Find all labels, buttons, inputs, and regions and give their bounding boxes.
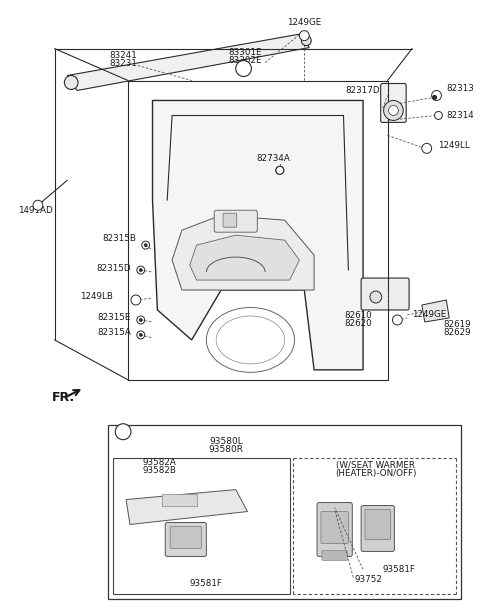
FancyBboxPatch shape: [361, 278, 409, 310]
Circle shape: [276, 166, 284, 174]
Text: 1249LL: 1249LL: [439, 141, 470, 150]
Text: 82315D: 82315D: [96, 264, 131, 273]
Text: 1491AD: 1491AD: [18, 206, 53, 215]
Circle shape: [144, 244, 147, 247]
Circle shape: [115, 424, 131, 440]
Text: 93581F: 93581F: [383, 565, 416, 574]
Circle shape: [139, 269, 142, 272]
Text: 82610: 82610: [344, 311, 372, 320]
Polygon shape: [153, 100, 363, 370]
Polygon shape: [190, 235, 300, 280]
Text: 83301E: 83301E: [229, 48, 262, 57]
Text: 82313: 82313: [446, 84, 474, 93]
FancyBboxPatch shape: [223, 213, 237, 227]
FancyBboxPatch shape: [214, 210, 257, 232]
Text: 83302E: 83302E: [229, 56, 262, 65]
Text: a: a: [241, 64, 246, 73]
Text: (HEATER)-ON/OFF): (HEATER)-ON/OFF): [335, 469, 417, 478]
Text: FR.: FR.: [52, 392, 75, 404]
FancyBboxPatch shape: [381, 83, 406, 122]
Bar: [108, 424, 461, 599]
Polygon shape: [67, 33, 309, 91]
Text: 93580R: 93580R: [208, 445, 243, 454]
Circle shape: [434, 111, 443, 119]
Circle shape: [432, 91, 442, 100]
Text: 82629: 82629: [444, 328, 471, 337]
Circle shape: [33, 200, 43, 210]
Text: 82620: 82620: [344, 320, 372, 328]
FancyBboxPatch shape: [361, 505, 395, 551]
FancyBboxPatch shape: [321, 512, 348, 543]
Text: 1249GE: 1249GE: [412, 311, 446, 320]
Text: 1249LB: 1249LB: [81, 292, 113, 300]
FancyBboxPatch shape: [322, 551, 348, 560]
Circle shape: [301, 35, 311, 46]
Circle shape: [388, 105, 398, 116]
Text: (W/SEAT WARMER: (W/SEAT WARMER: [336, 461, 415, 470]
Polygon shape: [126, 490, 248, 524]
Circle shape: [393, 315, 402, 325]
Circle shape: [422, 143, 432, 153]
Circle shape: [384, 100, 403, 121]
Text: 83231: 83231: [109, 59, 137, 68]
Text: 82619: 82619: [444, 320, 471, 329]
Text: 82314: 82314: [446, 111, 474, 120]
Text: a: a: [120, 427, 126, 436]
Circle shape: [236, 60, 252, 77]
Text: 83241: 83241: [109, 51, 137, 60]
Text: 1249GE: 1249GE: [287, 18, 322, 27]
FancyBboxPatch shape: [170, 527, 202, 549]
Text: 82317D: 82317D: [346, 86, 380, 95]
Text: 93752: 93752: [354, 575, 382, 584]
Circle shape: [131, 295, 141, 305]
Circle shape: [64, 76, 78, 90]
FancyBboxPatch shape: [317, 502, 352, 557]
Circle shape: [432, 96, 436, 99]
Bar: [162, 493, 197, 505]
Circle shape: [300, 30, 309, 41]
Circle shape: [139, 319, 142, 322]
Text: 82315E: 82315E: [97, 314, 131, 323]
Text: 82734A: 82734A: [256, 154, 290, 163]
Text: 93581F: 93581F: [190, 579, 223, 588]
Polygon shape: [172, 215, 314, 290]
Text: 93582A: 93582A: [143, 458, 177, 467]
Circle shape: [276, 166, 284, 174]
Bar: [113, 457, 289, 594]
Text: 93580L: 93580L: [209, 437, 243, 446]
Text: 93582B: 93582B: [143, 466, 177, 475]
Text: 82315B: 82315B: [102, 234, 136, 242]
Circle shape: [139, 334, 142, 336]
Circle shape: [370, 291, 382, 303]
Polygon shape: [422, 300, 449, 322]
FancyBboxPatch shape: [165, 523, 206, 557]
Text: 82315A: 82315A: [97, 328, 131, 337]
FancyBboxPatch shape: [365, 510, 391, 540]
